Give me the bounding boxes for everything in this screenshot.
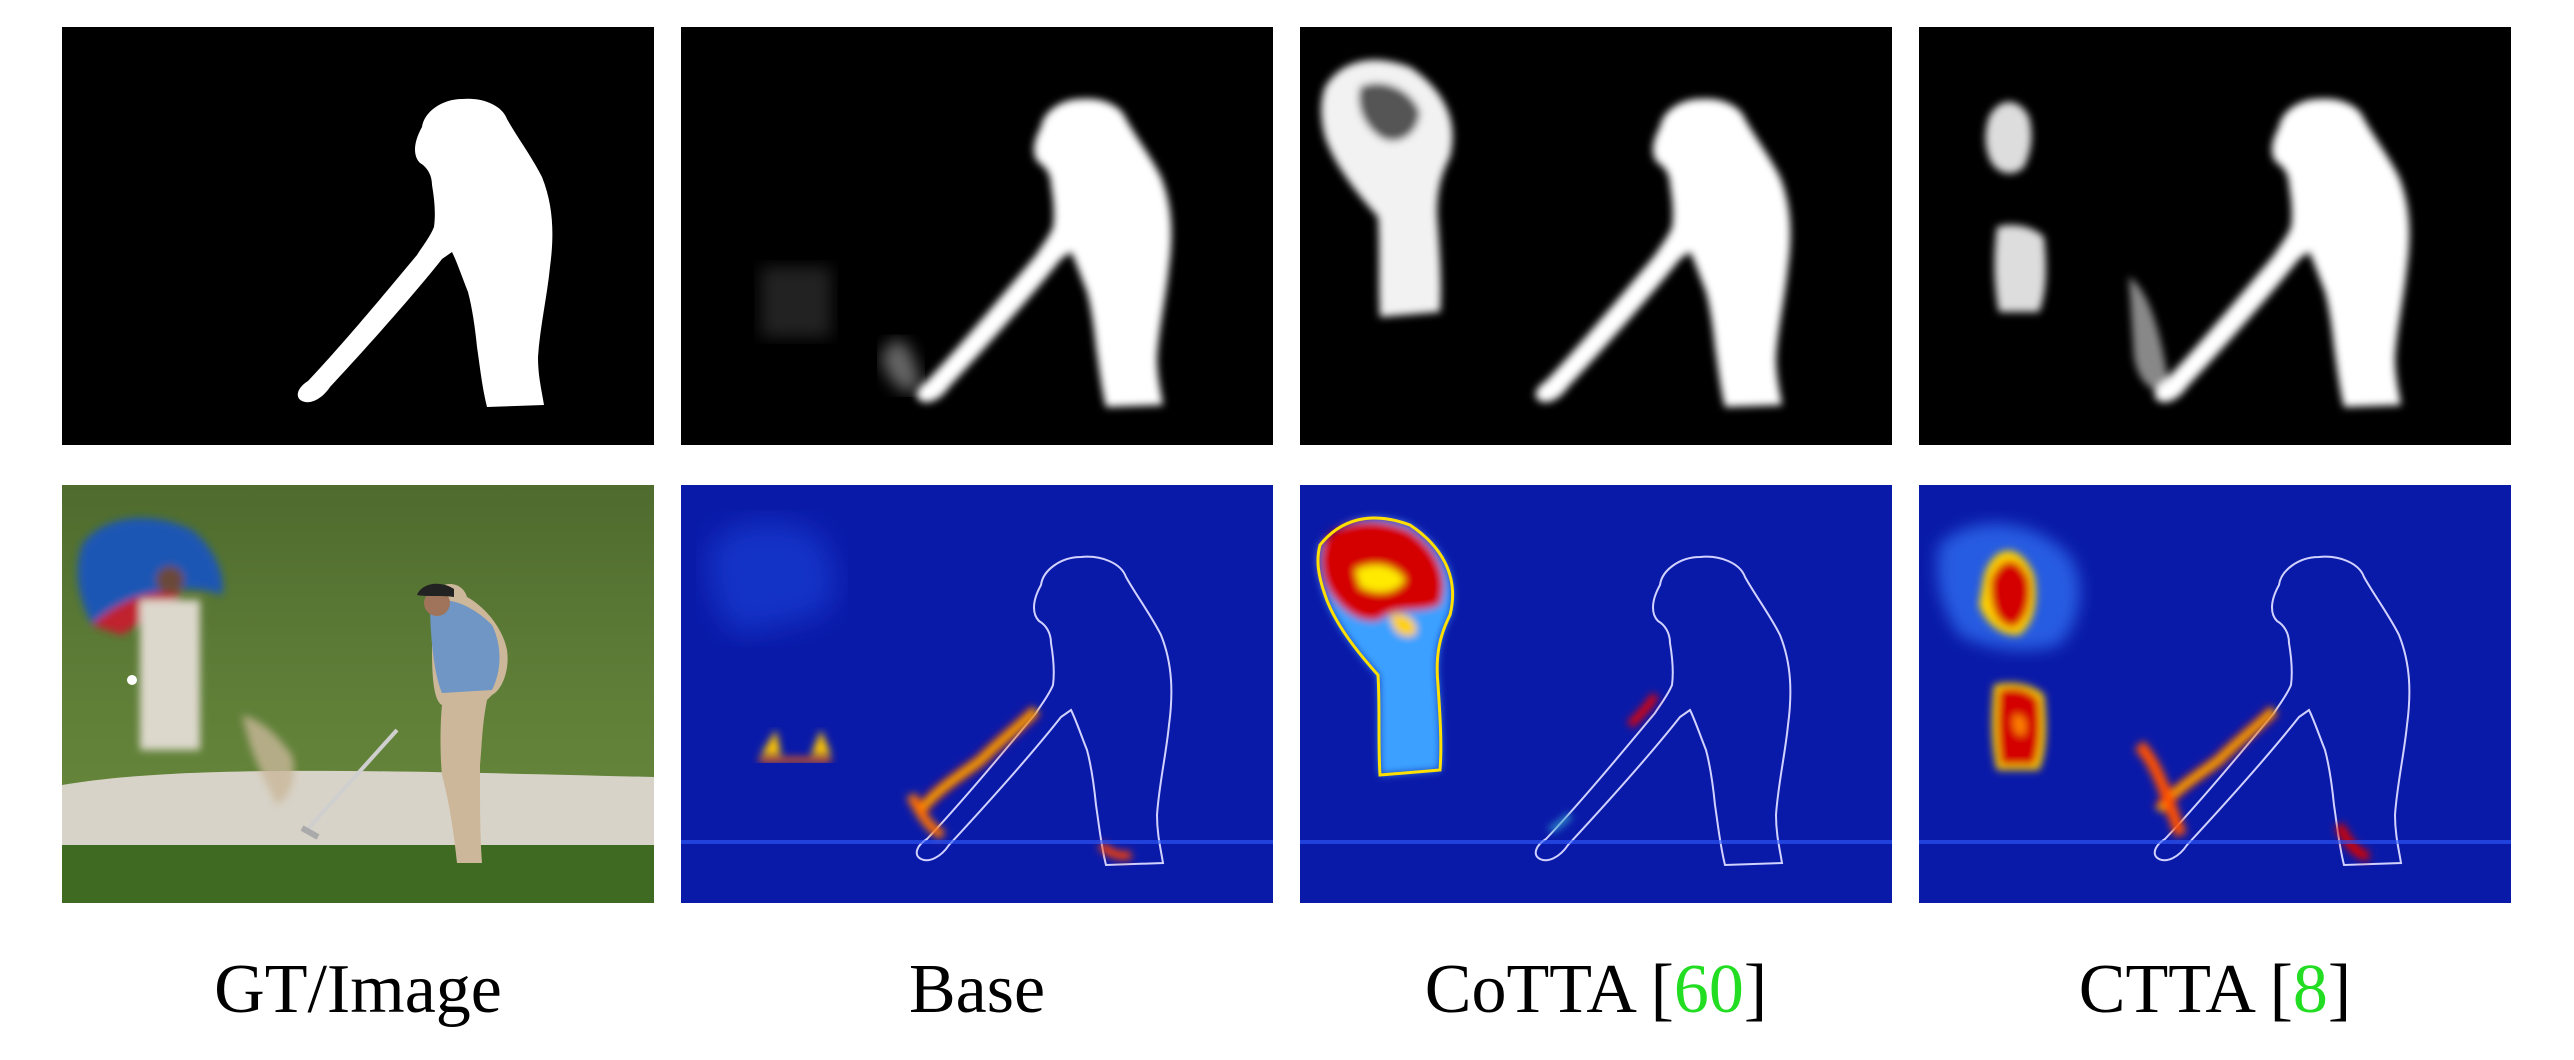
cotta-prediction-mask <box>1300 27 1892 445</box>
caption-gt-image: GT/Image <box>62 955 654 1025</box>
caption-base-label: Base <box>908 951 1046 1028</box>
cotta-mask-panel <box>1300 27 1892 445</box>
caption-ctta: CTTA [8] <box>2078 951 2352 1028</box>
input-image-panel <box>62 485 654 903</box>
citation-8[interactable]: 8 <box>2292 951 2328 1028</box>
ctta-error-panel <box>1919 485 2511 903</box>
gt-mask <box>62 27 654 445</box>
base-error-panel <box>681 485 1273 903</box>
caption-base: Base <box>681 955 1273 1025</box>
base-prediction-mask <box>681 27 1273 445</box>
ctta-prediction-mask <box>1919 27 2511 445</box>
caption-ctta-label: CTTA <box>2078 951 2253 1028</box>
cotta-error-heatmap <box>1300 485 1892 903</box>
gt-mask-panel <box>62 27 654 445</box>
caption-cotta-label: CoTTA <box>1424 951 1634 1028</box>
cotta-error-panel <box>1300 485 1892 903</box>
base-error-heatmap <box>681 485 1273 903</box>
ctta-mask-panel <box>1919 27 2511 445</box>
caption-cotta: CoTTA [60] <box>1424 951 1768 1028</box>
ctta-error-heatmap <box>1919 485 2511 903</box>
input-image <box>62 485 654 903</box>
caption-gt-image-label: GT/Image <box>214 951 502 1028</box>
citation-60[interactable]: 60 <box>1673 951 1744 1028</box>
base-mask-panel <box>681 27 1273 445</box>
